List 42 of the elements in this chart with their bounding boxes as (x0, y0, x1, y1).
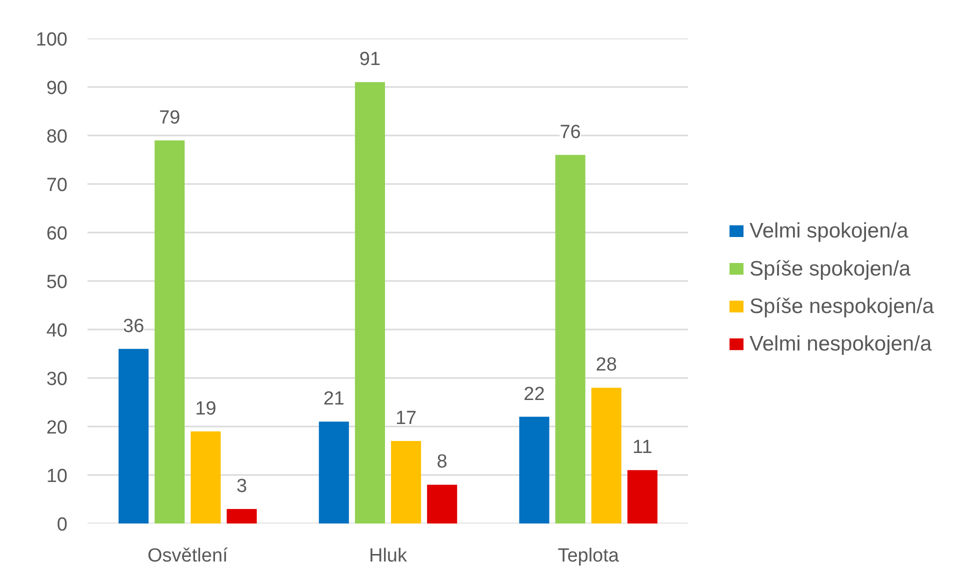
x-tick-label: Hluk (368, 546, 408, 566)
bar (591, 388, 622, 524)
data-label: 19 (195, 398, 216, 420)
y-tick-label: 0 (56, 514, 68, 536)
data-label: 36 (123, 316, 144, 337)
bar (318, 422, 349, 524)
y-tick-label: 50 (46, 272, 68, 293)
bar (555, 154, 586, 524)
bar (118, 348, 149, 524)
bar (391, 441, 422, 524)
y-tick-label: 70 (46, 175, 68, 196)
y-tick-label: 100 (36, 30, 68, 50)
data-label: 3 (236, 476, 248, 497)
bar (226, 508, 257, 524)
bar (627, 470, 658, 524)
y-tick-label: 60 (46, 224, 68, 244)
y-tick-label: 40 (46, 320, 68, 342)
legend-label: Spíše nespokojen/a (750, 295, 934, 318)
bar (190, 431, 221, 524)
data-label: 91 (359, 49, 381, 70)
y-tick-label: 90 (46, 78, 68, 99)
bar (427, 484, 458, 524)
data-label: 11 (632, 437, 652, 458)
data-label: 22 (524, 384, 545, 405)
legend-label: Velmi spokojen/a (750, 220, 909, 243)
data-label: 17 (395, 408, 417, 430)
y-tick-label: 10 (46, 466, 68, 487)
bar (154, 140, 185, 524)
data-label: 79 (159, 107, 180, 128)
bar (519, 416, 550, 524)
data-label: 21 (323, 388, 344, 410)
data-label: 8 (436, 452, 448, 473)
data-label: 28 (596, 354, 617, 376)
legend-label: Velmi nespokojen/a (750, 332, 932, 356)
x-tick-label: Osvětlení (148, 546, 229, 566)
y-tick-label: 80 (46, 126, 68, 148)
data-label: 76 (560, 122, 581, 143)
x-tick-label: Teplota (558, 546, 620, 566)
legend-label: Spíše spokojen/a (750, 257, 911, 280)
y-tick-label: 20 (46, 418, 68, 438)
bar (354, 82, 385, 524)
y-tick-label: 30 (46, 369, 68, 390)
